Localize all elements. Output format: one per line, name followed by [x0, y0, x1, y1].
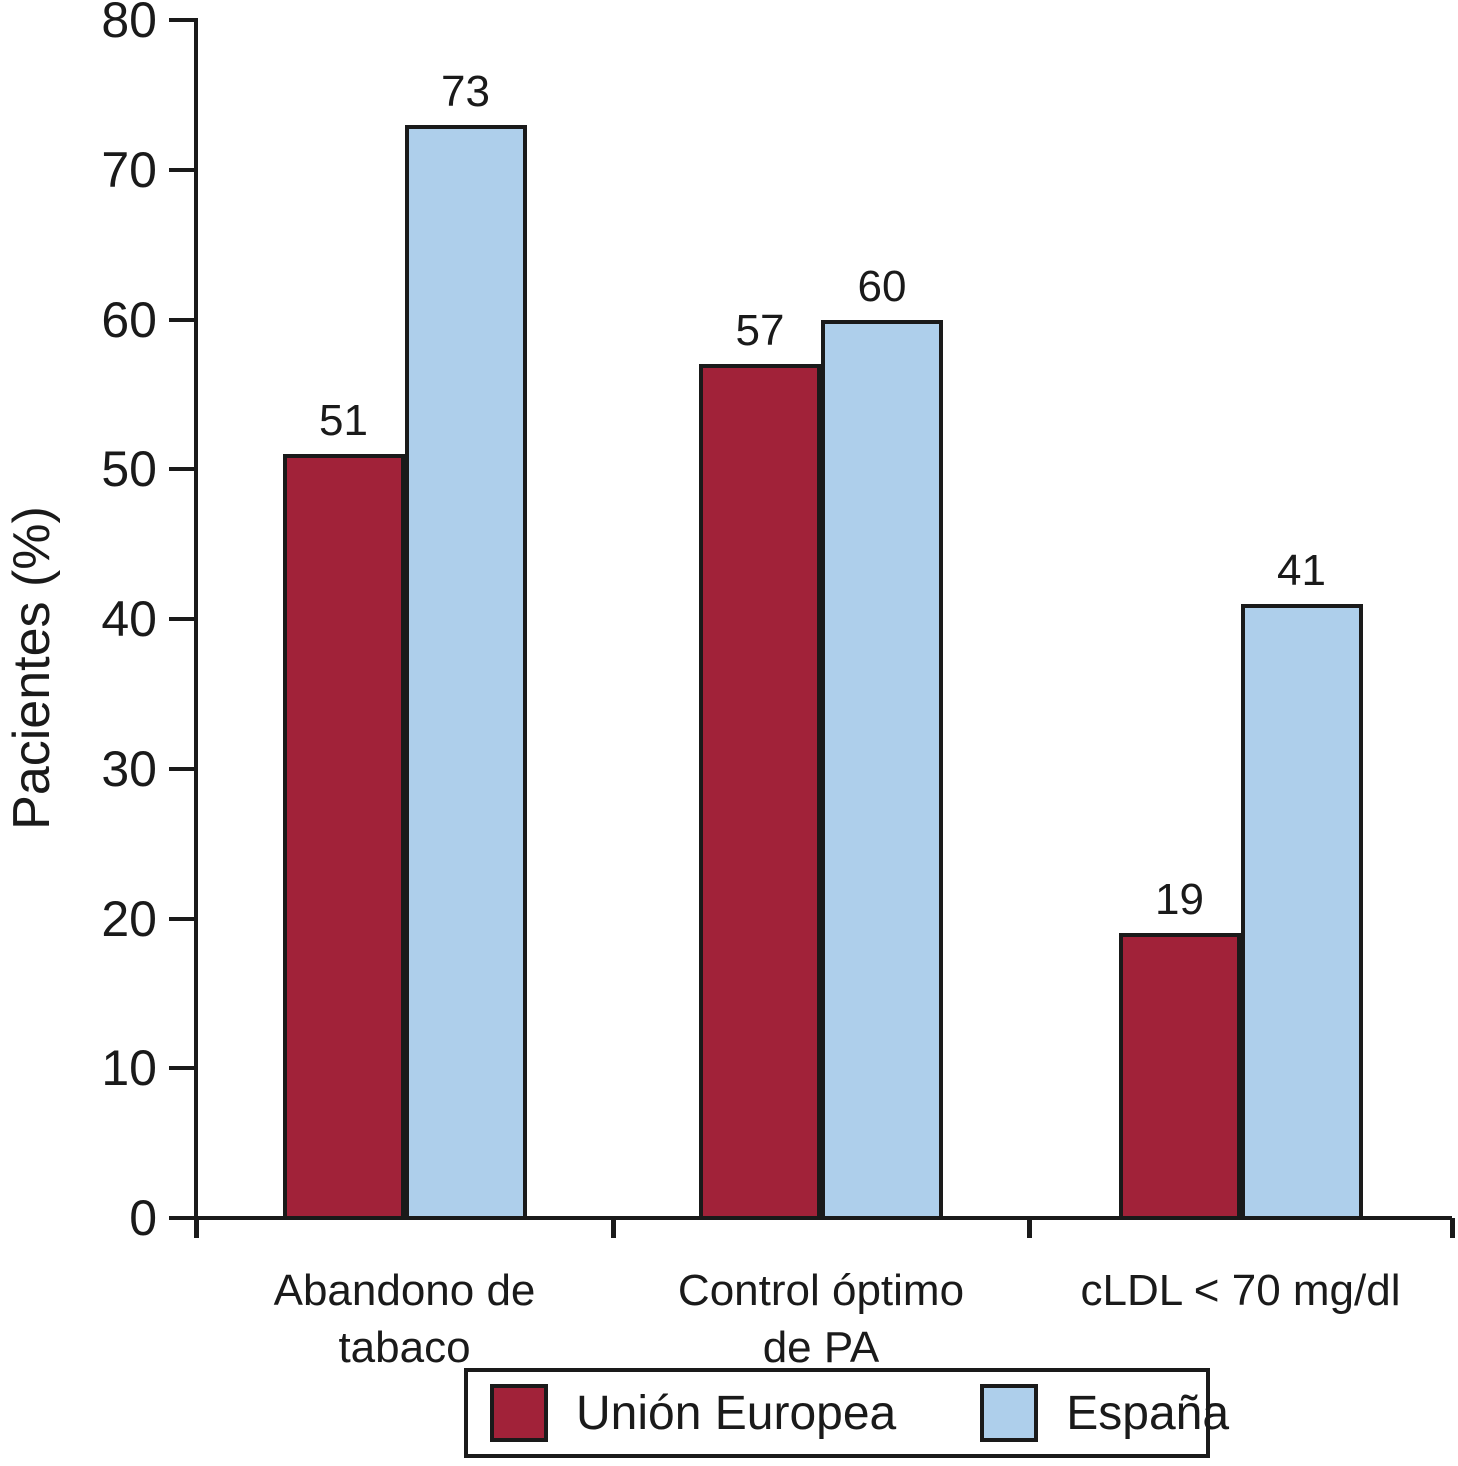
legend: Unión Europea España [464, 1368, 1229, 1458]
y-axis-tick-label: 20 [101, 890, 157, 947]
bar-value-label: 60 [857, 261, 907, 311]
x-axis-tick [611, 1218, 616, 1238]
bar-espana-control-optimo [821, 319, 943, 1220]
bar-espana-cldl-70-mg-dl [1240, 604, 1363, 1220]
y-axis-tick-label: 40 [101, 591, 157, 647]
bar-espana-abandono-de [404, 124, 527, 1220]
y-axis-tick [169, 617, 196, 621]
x-axis-tick [1450, 1218, 1455, 1238]
y-axis-tick [169, 167, 196, 172]
y-axis-tick [169, 317, 196, 322]
y-axis-tick-label: 70 [101, 141, 157, 198]
y-axis-tick [169, 1066, 196, 1071]
legend-label-espana: España [1066, 1386, 1230, 1440]
bar-value-label: 57 [735, 306, 785, 356]
bar-value-label: 73 [441, 66, 490, 116]
y-axis-tick [169, 467, 196, 472]
legend-item-espana: España [980, 1384, 1229, 1442]
bar-value-label: 19 [1155, 875, 1204, 925]
y-axis-tick [169, 18, 196, 22]
y-axis-tick [169, 766, 196, 771]
bar-union-europea-control-optimo [699, 364, 821, 1220]
y-axis-tick-label: 30 [101, 740, 157, 797]
category-label-cldl-70-mg-dl: cLDL < 70 mg/dl [1080, 1266, 1401, 1315]
legend-swatch-espana [980, 1384, 1039, 1442]
y-axis-tick-label: 0 [129, 1190, 157, 1246]
y-axis-tick-label: 80 [101, 0, 157, 48]
bar-value-label: 51 [319, 396, 368, 446]
y-axis-tick-label: 10 [101, 1040, 157, 1097]
y-axis-line [194, 18, 198, 1238]
x-axis-tick [1027, 1218, 1032, 1238]
y-axis-tick [169, 916, 196, 921]
category-label-abandono-de: Abandono de tabaco [273, 1266, 536, 1372]
bar-union-europea-abandono-de [282, 454, 405, 1220]
y-axis-tick [169, 1216, 196, 1220]
category-label-control-optimo: Control óptimo de PA [677, 1266, 965, 1372]
legend-item-union-europea: Unión Europea [490, 1384, 896, 1442]
y-axis-tick-label: 50 [101, 441, 157, 498]
legend-swatch-union-europea [490, 1384, 548, 1442]
x-axis-line [194, 1216, 1452, 1220]
y-axis-tick-label: 60 [101, 291, 157, 348]
bar-union-europea-cldl-70-mg-dl [1118, 933, 1241, 1220]
bar-value-label: 41 [1277, 546, 1326, 596]
legend-label-union-europea: Unión Europea [576, 1386, 897, 1440]
